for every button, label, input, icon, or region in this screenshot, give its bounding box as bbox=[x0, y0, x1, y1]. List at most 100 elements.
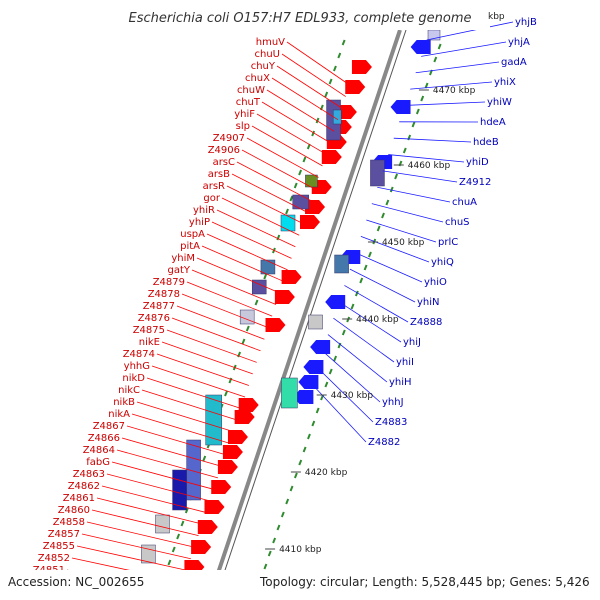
forward-gene-leader bbox=[161, 341, 253, 375]
forward-gene-label: Z4907 bbox=[213, 133, 245, 144]
forward-gene-leader bbox=[181, 293, 269, 329]
forward-gene-arrow bbox=[238, 398, 259, 412]
gene-block bbox=[370, 159, 385, 187]
gc-skew-mark bbox=[411, 121, 416, 128]
forward-gene-arrow bbox=[321, 150, 342, 164]
gene-block bbox=[205, 394, 222, 446]
forward-gene-label: Z4852 bbox=[38, 553, 70, 564]
reverse-gene-label: hdeB bbox=[473, 137, 499, 148]
kbp-label: 4440 kbp bbox=[356, 315, 399, 325]
reverse-gene-label: yhiD bbox=[466, 157, 489, 168]
reverse-gene-arrow bbox=[298, 375, 319, 389]
forward-gene-label: slp bbox=[236, 121, 250, 132]
forward-gene-label: gor bbox=[203, 193, 220, 204]
reverse-gene-leader bbox=[377, 186, 451, 203]
reverse-gene-arrow bbox=[325, 295, 346, 309]
forward-gene-label: Z4861 bbox=[63, 493, 95, 504]
forward-gene-arrow bbox=[227, 430, 248, 444]
forward-gene-label: Z4857 bbox=[48, 529, 80, 540]
gc-skew-mark bbox=[302, 446, 307, 453]
forward-gene-label: Z4860 bbox=[58, 505, 90, 516]
gc-skew-mark bbox=[245, 325, 250, 332]
gc-skew-mark bbox=[176, 533, 181, 540]
gc-skew-mark bbox=[324, 381, 329, 388]
forward-gene-arrow bbox=[211, 480, 232, 494]
reverse-gene-leader bbox=[327, 334, 388, 383]
gc-skew-mark bbox=[350, 303, 355, 310]
gc-skew-mark bbox=[285, 208, 289, 215]
forward-gene-label: Z4855 bbox=[43, 541, 75, 552]
reverse-gene-label: yhiJ bbox=[403, 337, 421, 348]
forward-gene-arrow bbox=[305, 200, 326, 214]
reverse-gene-leader bbox=[322, 350, 381, 403]
forward-gene-label: chuU bbox=[255, 49, 281, 60]
reverse-gene-label: yhhJ bbox=[382, 397, 404, 408]
forward-gene-label: nikD bbox=[122, 373, 145, 384]
forward-gene-arrow bbox=[197, 520, 218, 534]
gene-block bbox=[141, 544, 156, 564]
forward-gene-leader bbox=[226, 185, 304, 225]
reverse-gene-arrow bbox=[310, 340, 331, 354]
gc-skew-mark bbox=[276, 234, 281, 241]
forward-gene-arrow bbox=[222, 445, 243, 459]
forward-gene-arrow bbox=[191, 540, 212, 554]
forward-gene-label: Z4863 bbox=[73, 469, 105, 480]
gc-skew-mark bbox=[180, 520, 185, 527]
kbp-label: 4410 kbp bbox=[279, 545, 322, 555]
reverse-gene-arrow bbox=[303, 360, 324, 374]
forward-gene-leader bbox=[271, 77, 339, 121]
reverse-gene-leader bbox=[371, 203, 444, 223]
forward-gene-arrow bbox=[265, 318, 286, 332]
forward-gene-label: Z4874 bbox=[123, 349, 155, 360]
forward-gene-label: Z4858 bbox=[53, 517, 85, 528]
label-leaders bbox=[66, 21, 514, 594]
forward-gene-leader bbox=[81, 533, 191, 560]
gc-skew-mark bbox=[167, 559, 172, 566]
gc-skew-mark bbox=[354, 290, 359, 297]
forward-gene-arrow bbox=[351, 60, 372, 74]
gc-skew-mark bbox=[289, 195, 294, 202]
forward-gene-leader bbox=[176, 305, 265, 340]
map-title: Escherichia coli O157:H7 EDL933, complet… bbox=[129, 11, 472, 26]
forward-gene-arrow bbox=[204, 500, 225, 514]
gc-skew-mark bbox=[328, 78, 333, 85]
gc-skew-mark bbox=[241, 338, 246, 345]
reverse-gene-label: Z4888 bbox=[410, 317, 442, 328]
reverse-gene-leader bbox=[388, 154, 465, 163]
forward-gene-label: nikC bbox=[118, 385, 140, 396]
reverse-gene-leader bbox=[355, 252, 423, 283]
forward-gene-leader bbox=[171, 317, 261, 352]
forward-gene-leader bbox=[286, 41, 350, 86]
gc-skew-mark bbox=[263, 273, 268, 280]
forward-gene-label: chuX bbox=[245, 73, 270, 84]
forward-gene-label: Z4862 bbox=[68, 481, 100, 492]
forward-gene-label: nikA bbox=[108, 409, 130, 420]
kbp-label: 4450 kbp bbox=[382, 238, 425, 248]
forward-gene-arrow bbox=[281, 270, 302, 284]
forward-gene-leader bbox=[86, 521, 195, 548]
gene-block bbox=[308, 314, 323, 330]
forward-gene-leader bbox=[196, 257, 281, 294]
accession-text: Accession: NC_002655 bbox=[8, 575, 144, 589]
gc-skew-mark bbox=[389, 186, 394, 193]
reverse-gene-leader bbox=[316, 366, 374, 423]
reverse-gene-label: chuS bbox=[445, 217, 470, 228]
forward-gene-leader bbox=[266, 89, 335, 132]
gc-skew-mark bbox=[359, 277, 364, 284]
forward-gene-label: chuT bbox=[236, 97, 261, 108]
gene-labels: hmuVchuUchuYchuXchuWchuTyhiFslpZ4907Z490… bbox=[33, 17, 537, 576]
reverse-gene-leader bbox=[344, 285, 409, 323]
gene-block bbox=[260, 259, 276, 275]
reverse-gene-label: chuA bbox=[452, 197, 477, 208]
forward-gene-label: yhiR bbox=[193, 205, 215, 216]
forward-gene-leader bbox=[201, 245, 284, 282]
forward-gene-arrow bbox=[217, 460, 238, 474]
forward-gene-arrow bbox=[345, 80, 366, 94]
backbone-line bbox=[207, 29, 402, 600]
reverse-gene-label: yhiO bbox=[424, 277, 447, 288]
gene-block bbox=[172, 469, 187, 511]
forward-gene-leader bbox=[116, 449, 219, 479]
forward-gene-label: Z4866 bbox=[88, 433, 120, 444]
forward-gene-leader bbox=[246, 137, 319, 178]
